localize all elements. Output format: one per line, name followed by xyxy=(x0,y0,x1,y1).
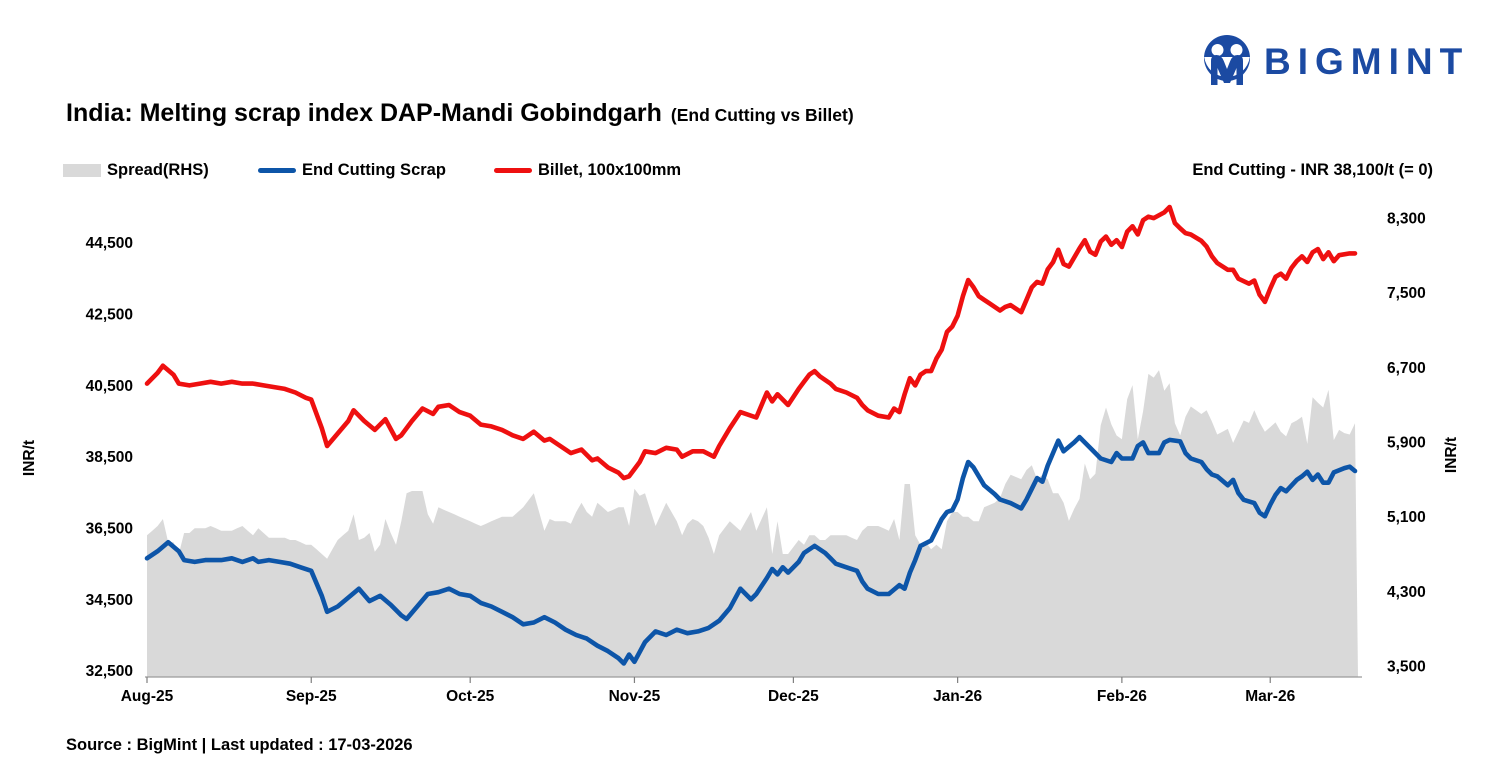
y-axis-left-label: 38,500 xyxy=(86,449,133,466)
bigmint-logo: BIGMINT xyxy=(1200,33,1469,91)
spread-swatch-icon xyxy=(63,163,101,177)
x-axis-label: Mar-26 xyxy=(1245,688,1295,705)
legend-item-billet: Billet, 100x100mm xyxy=(494,157,681,183)
y-axis-left-label: 42,500 xyxy=(86,307,133,324)
legend-item-spread: Spread(RHS) xyxy=(63,157,209,183)
y-axis-left-label: 32,500 xyxy=(86,663,133,680)
x-axis-label: Feb-26 xyxy=(1097,688,1147,705)
y-axis-left-label: 44,500 xyxy=(86,235,133,252)
scrap-line-swatch-icon xyxy=(258,167,296,173)
y-axis-right-label: 8,300 xyxy=(1387,211,1426,228)
legend-label-spread: Spread(RHS) xyxy=(107,160,209,179)
y-axis-right-label: 5,900 xyxy=(1387,435,1426,452)
page-title: India: Melting scrap index DAP-Mandi Gob… xyxy=(66,99,854,128)
bigmint-logo-text: BIGMINT xyxy=(1264,41,1470,82)
spread-area xyxy=(147,370,1358,677)
y-axis-left-label: 34,500 xyxy=(86,592,133,609)
bigmint-logo-icon xyxy=(1204,35,1250,85)
x-axis-label: Aug-25 xyxy=(121,688,174,705)
legend-item-scrap: End Cutting Scrap xyxy=(258,157,446,183)
y-axis-right-title: INR/t xyxy=(1443,437,1460,473)
billet-line xyxy=(144,204,1358,481)
latest-price-annotation: End Cutting - INR 38,100/t (= 0) xyxy=(1192,160,1433,179)
y-axis-left-label: 40,500 xyxy=(86,378,133,395)
y-axis-right-label: 5,100 xyxy=(1387,509,1426,526)
chart-subtitle: (End Cutting vs Billet) xyxy=(670,105,854,125)
x-axis-label: Sep-25 xyxy=(286,688,337,705)
x-axis-label: Dec-25 xyxy=(768,688,819,705)
x-axis-label: Nov-25 xyxy=(609,688,661,705)
billet-line-swatch-icon xyxy=(494,167,532,173)
y-axis-right-label: 4,300 xyxy=(1387,584,1426,601)
legend: Spread(RHS) End Cutting Scrap Billet, 10… xyxy=(0,157,1490,183)
y-axis-right-label: 3,500 xyxy=(1387,659,1426,676)
legend-label-scrap: End Cutting Scrap xyxy=(302,160,446,179)
scrap-line xyxy=(144,434,1358,666)
y-axis-left-title: INR/t xyxy=(21,440,38,476)
x-axis-label: Oct-25 xyxy=(446,688,495,705)
chart-title: India: Melting scrap index DAP-Mandi Gob… xyxy=(66,99,662,127)
y-axis-right-label: 6,700 xyxy=(1387,360,1426,377)
y-axis-right-label: 7,500 xyxy=(1387,285,1426,302)
legend-label-billet: Billet, 100x100mm xyxy=(538,160,682,179)
source-note: Source : BigMint | Last updated : 17-03-… xyxy=(66,736,413,754)
y-axis-left-label: 36,500 xyxy=(86,521,133,538)
x-axis-label: Jan-26 xyxy=(933,688,982,705)
